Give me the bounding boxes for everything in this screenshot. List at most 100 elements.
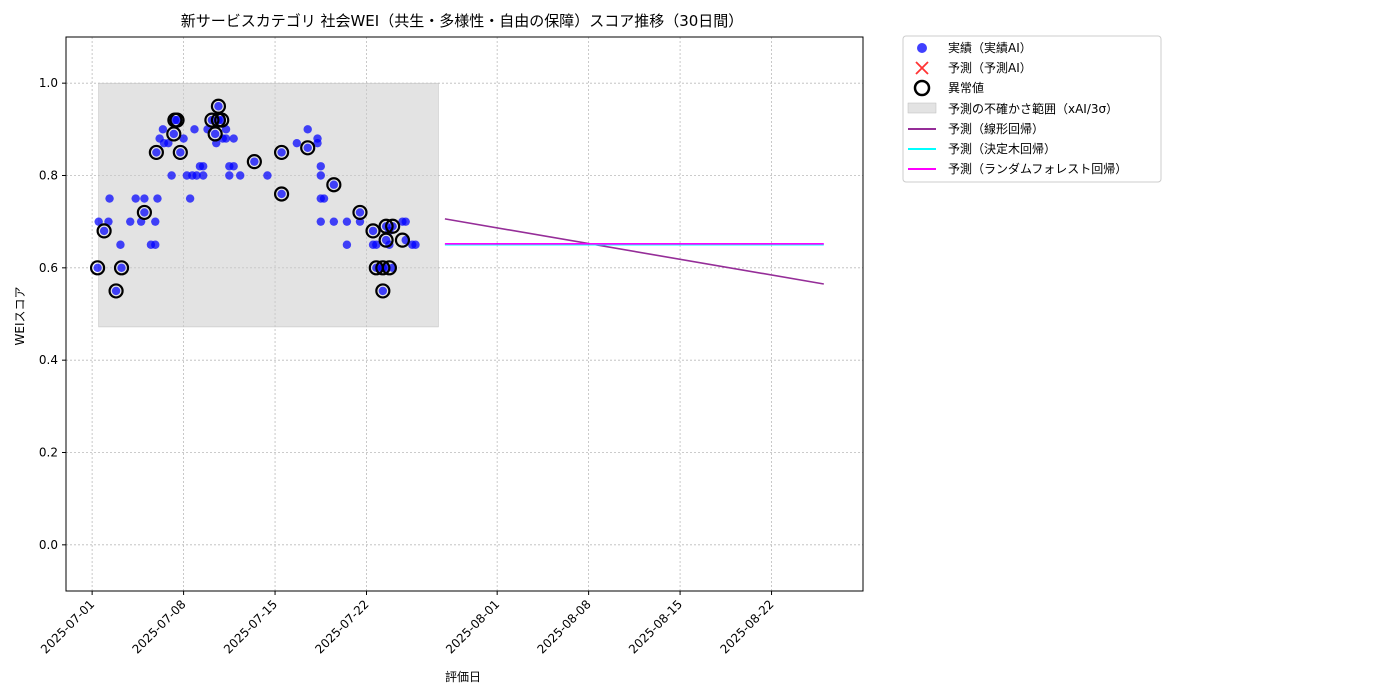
anomaly-ring — [385, 218, 401, 234]
legend-label-linear: 予測（線形回帰） — [948, 121, 1044, 136]
anomaly-ring — [381, 260, 397, 276]
x-tick-label: 2025-07-08 — [129, 597, 188, 656]
anomaly-ring — [300, 140, 316, 156]
anomaly-ring — [394, 232, 411, 248]
anomaly-ring — [204, 112, 220, 128]
actual-point — [277, 189, 286, 199]
anomaly-ring — [207, 126, 223, 142]
legend-entry-linear: 予測（線形回帰） — [908, 121, 1044, 136]
actual-point — [313, 138, 322, 148]
anomaly-ring — [172, 144, 188, 161]
legend-entry-uncertainty: 予測の不確かさ範囲（xAI/3σ） — [907, 101, 1118, 116]
x-axis-ticks: 2025-07-01 2025-07-08 2025-07-15 2025-07-22… — [38, 591, 777, 656]
y-tick-label: 0.6 — [39, 261, 58, 275]
actual-point — [105, 194, 114, 203]
actual-point — [151, 240, 160, 249]
x-tick-label: 2025-07-15 — [221, 597, 280, 656]
anomaly-ring — [214, 112, 230, 128]
actual-point — [378, 286, 388, 296]
anomaly-ring — [273, 186, 290, 202]
anomaly-ring — [96, 223, 112, 239]
actual-point — [151, 217, 160, 226]
forecast-line — [444, 218, 824, 285]
uncertainty-band — [98, 82, 439, 328]
legend-label-tree: 予測（決定木回帰） — [948, 141, 1056, 156]
anomaly-ring — [89, 260, 106, 276]
legend-marker-anomaly — [913, 79, 931, 97]
actual-point — [169, 129, 178, 139]
y-tick-label: 0.0 — [39, 538, 58, 552]
actual-point — [342, 217, 352, 226]
actual-point — [316, 217, 325, 226]
x-tick-label: 2025-08-08 — [535, 597, 594, 656]
actual-point — [303, 125, 312, 134]
actual-point — [116, 240, 125, 249]
actual-point — [172, 115, 182, 125]
legend-label-anomaly: 異常値 — [948, 80, 984, 95]
x-tick-label: 2025-07-22 — [312, 597, 371, 656]
legend-label-uncertainty: 予測の不確かさ範囲（xAI/3σ） — [948, 101, 1118, 116]
actual-point — [303, 143, 312, 152]
anomaly-ring — [113, 260, 130, 276]
actual-point — [229, 134, 238, 143]
legend-entry-prediction-ai: 予測（予測AI） — [915, 61, 1032, 75]
actual-point — [210, 129, 220, 139]
legend-label-forest: 予測（ランダムフォレスト回帰） — [948, 161, 1127, 176]
anomaly-ring — [273, 144, 290, 161]
anomaly-ring — [375, 283, 391, 299]
actual-point — [93, 263, 102, 273]
actual-point — [236, 171, 245, 180]
y-axis-label: WEIスコア — [13, 287, 27, 346]
legend-marker-prediction-ai — [915, 61, 929, 75]
actual-point — [277, 148, 286, 157]
actual-point — [126, 217, 135, 226]
legend-entry-forest: 予測（ランダムフォレスト回帰） — [908, 161, 1127, 176]
legend-label-prediction-ai: 予測（予測AI） — [948, 61, 1032, 75]
actual-point — [192, 171, 201, 180]
x-axis-label: 評価日 — [445, 669, 481, 684]
actual-point — [214, 102, 223, 111]
actual-point — [140, 194, 149, 203]
y-tick-label: 0.2 — [39, 446, 58, 460]
legend-marker-uncertainty — [907, 102, 937, 114]
actual-point — [316, 162, 325, 171]
actual-point — [185, 194, 195, 203]
actual-point — [263, 171, 272, 180]
actual-point — [152, 148, 161, 157]
actual-point — [319, 194, 329, 203]
actual-point — [401, 217, 410, 226]
actual-point — [292, 138, 302, 148]
y-axis-ticks: 0.0 0.2 0.4 0.6 0.8 1.0 — [39, 76, 66, 552]
actual-point — [355, 208, 365, 217]
anomaly-ring — [148, 144, 164, 161]
anomaly-ring — [246, 154, 262, 170]
x-tick-label: 2025-08-22 — [717, 597, 776, 656]
y-tick-label: 0.4 — [39, 353, 58, 367]
actual-point — [316, 171, 325, 180]
anomaly-ring — [365, 223, 381, 239]
x-tick-label: 2025-07-01 — [38, 597, 97, 656]
actual-point — [99, 226, 109, 236]
actual-point — [131, 194, 140, 203]
chart-title: 新サービスカテゴリ 社会WEI（共生・多様性・自由の保障）スコア推移（30日間） — [181, 12, 744, 30]
actual-point — [190, 125, 199, 134]
actual-point — [94, 217, 103, 226]
actual-point — [140, 208, 149, 217]
actual-point — [198, 162, 208, 171]
anomaly-ring — [375, 260, 391, 276]
actual-point — [111, 286, 121, 296]
actual-point — [164, 138, 173, 148]
anomaly-ring — [326, 177, 342, 193]
actual-point — [329, 180, 339, 189]
anomaly-ring — [136, 204, 152, 221]
actual-point — [153, 194, 162, 203]
actual-point — [198, 171, 208, 180]
x-tick-label: 2025-08-15 — [626, 597, 685, 656]
anomaly-ring — [378, 232, 394, 248]
y-tick-label: 0.8 — [39, 169, 58, 183]
actual-point — [117, 263, 126, 273]
anomaly-ring — [352, 204, 368, 221]
actual-point — [176, 148, 185, 157]
actual-point — [411, 240, 420, 249]
actual-point — [179, 134, 188, 143]
